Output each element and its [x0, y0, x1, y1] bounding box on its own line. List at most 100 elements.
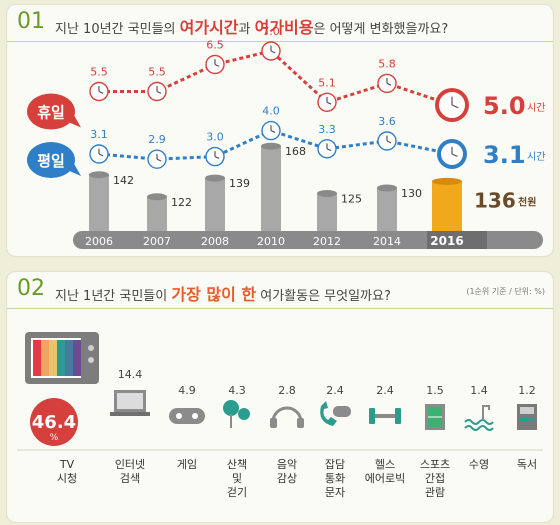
cost-bar [317, 193, 337, 231]
activity-category-label: 독서 [517, 458, 537, 471]
cost-bar-top [432, 177, 462, 185]
activity-category-label: TV [59, 458, 75, 471]
activity-value-label: 1.5 [426, 384, 444, 397]
clock-icon [147, 81, 167, 102]
tv-icon [25, 332, 99, 384]
leisure-time-line-chart: 142 122 139 168 125 130 136 천원 2006 2007 2008 2010 2… [27, 25, 545, 249]
activity-category-label: 통화 [325, 472, 345, 485]
activity-value-label: 2.4 [376, 384, 394, 397]
series-badge-label: 휴일 [37, 104, 65, 122]
cost-value-label: 130 [401, 187, 422, 200]
leisure-activity-panel: 02 지난 1년간 국민들이 가장 많이 한 여가활동은 무엇일까요? (1순위… [6, 271, 554, 523]
cost-bar-top [377, 184, 397, 192]
cost-bar [261, 146, 281, 231]
activity-category-label: 에어로빅 [365, 472, 405, 485]
clock-icon [205, 54, 225, 75]
activity-category-label: 간접 [425, 472, 445, 485]
weekday-value-label: 3.3 [318, 123, 336, 136]
phone-icon [320, 401, 351, 426]
clock-icon [89, 144, 109, 164]
activity-category-label: 게임 [177, 458, 197, 471]
cost-bar-top [261, 142, 281, 150]
activity-category-label: 걷기 [227, 486, 247, 499]
clock-icon [147, 149, 167, 169]
highlight-year-bg [427, 231, 487, 249]
series-badge-label: 평일 [37, 152, 65, 170]
activity-value-label: 2.4 [326, 384, 344, 397]
section1-question: 지난 10년간 국민들의 여가시간과 여가비용은 어떻게 변화했을까요? [55, 18, 449, 37]
year-tick-label: 2016 [430, 234, 463, 248]
activity-value-label: 1.2 [518, 384, 536, 397]
top-value-circle [30, 398, 78, 446]
cost-bar [147, 196, 167, 231]
activity-category-label: 산책 [227, 458, 247, 471]
clock-icon [377, 73, 397, 94]
cost-bar [205, 178, 225, 231]
activity-category-label: 잡담 [325, 458, 345, 471]
cost-value-label: 139 [229, 177, 250, 190]
weekday-value-label: 4.0 [262, 105, 280, 118]
activity-value-label: 14.4 [118, 368, 143, 381]
cost-value-label: 168 [285, 145, 306, 158]
cost-value-label: 122 [171, 196, 192, 209]
holiday-value-label: 5.5 [148, 66, 166, 79]
year-tick-label: 2007 [143, 235, 171, 248]
activity-category-label: 검색 [120, 472, 140, 485]
activity-category-label: 감상 [277, 472, 297, 485]
cost-bar-top [147, 193, 167, 201]
section2-number: 02 [17, 276, 45, 301]
clock-icon [317, 92, 337, 113]
activity-category-label: 및 [232, 472, 242, 485]
holiday-value-label: 7.0 [262, 25, 280, 38]
weekday-final-value: 3.1 [483, 141, 526, 169]
year-tick-label: 2010 [257, 235, 285, 248]
clock-icon [377, 131, 397, 151]
cost-bar-top [317, 190, 337, 197]
holiday-value-label: 5.1 [318, 76, 336, 89]
percent-sign: % [50, 433, 59, 443]
activity-value-label: 4.3 [228, 384, 246, 397]
weekday-value-label: 3.1 [90, 128, 108, 141]
activity-category-label: 헬스 [375, 458, 395, 471]
gamepad-icon [169, 408, 205, 424]
section1-number: 01 [17, 9, 45, 34]
year-tick-label: 2012 [313, 235, 341, 248]
year-tick-label: 2014 [373, 235, 401, 248]
cost-bar-top [205, 174, 225, 182]
clock-icon [261, 41, 281, 61]
activity-category-label: 관람 [425, 486, 445, 499]
cost-value-label: 125 [341, 193, 362, 206]
laptop-icon [110, 390, 150, 416]
activity-value-label: 2.8 [278, 384, 296, 397]
activity-category-label: 스포츠 [420, 458, 450, 471]
activity-value-label: 1.4 [470, 384, 488, 397]
weekday-value-label: 3.0 [206, 131, 224, 144]
headphones-icon [270, 406, 304, 428]
stadium-icon [425, 404, 445, 430]
activity-category-label: 시청 [57, 472, 77, 485]
holiday-value-label: 5.8 [378, 57, 396, 70]
activity-category-label: 음악 [277, 458, 297, 471]
weekday-value-label: 3.6 [378, 115, 396, 128]
tree-icon [223, 400, 250, 428]
weekday-badge: 평일 [27, 142, 81, 178]
activity-value-label: 46.4 [32, 412, 76, 433]
year-axis-bar [73, 231, 543, 249]
holiday-final-value: 5.0 [483, 92, 526, 120]
section1-header: 01 지난 10년간 국민들의 여가시간과 여가비용은 어떻게 변화했을까요? [7, 5, 553, 42]
cost-bar [89, 174, 109, 231]
clock-icon [437, 139, 467, 169]
weekday-unit-label: 시간 [527, 151, 545, 163]
activity-category-label: 수영 [469, 458, 489, 471]
section2-question: 지난 1년간 국민들이 가장 많이 한 여가활동은 무엇일까요? [55, 285, 391, 304]
book-icon [517, 404, 537, 430]
section2-header: 02 지난 1년간 국민들이 가장 많이 한 여가활동은 무엇일까요? (1순위… [7, 272, 553, 309]
clock-icon [317, 139, 337, 159]
cost-bar [377, 188, 397, 231]
holiday-unit-label: 시간 [527, 102, 545, 114]
year-tick-label: 2006 [85, 235, 113, 248]
clock-icon [205, 146, 225, 167]
year-tick-label: 2008 [201, 235, 229, 248]
holiday-value-label: 6.5 [206, 39, 224, 52]
